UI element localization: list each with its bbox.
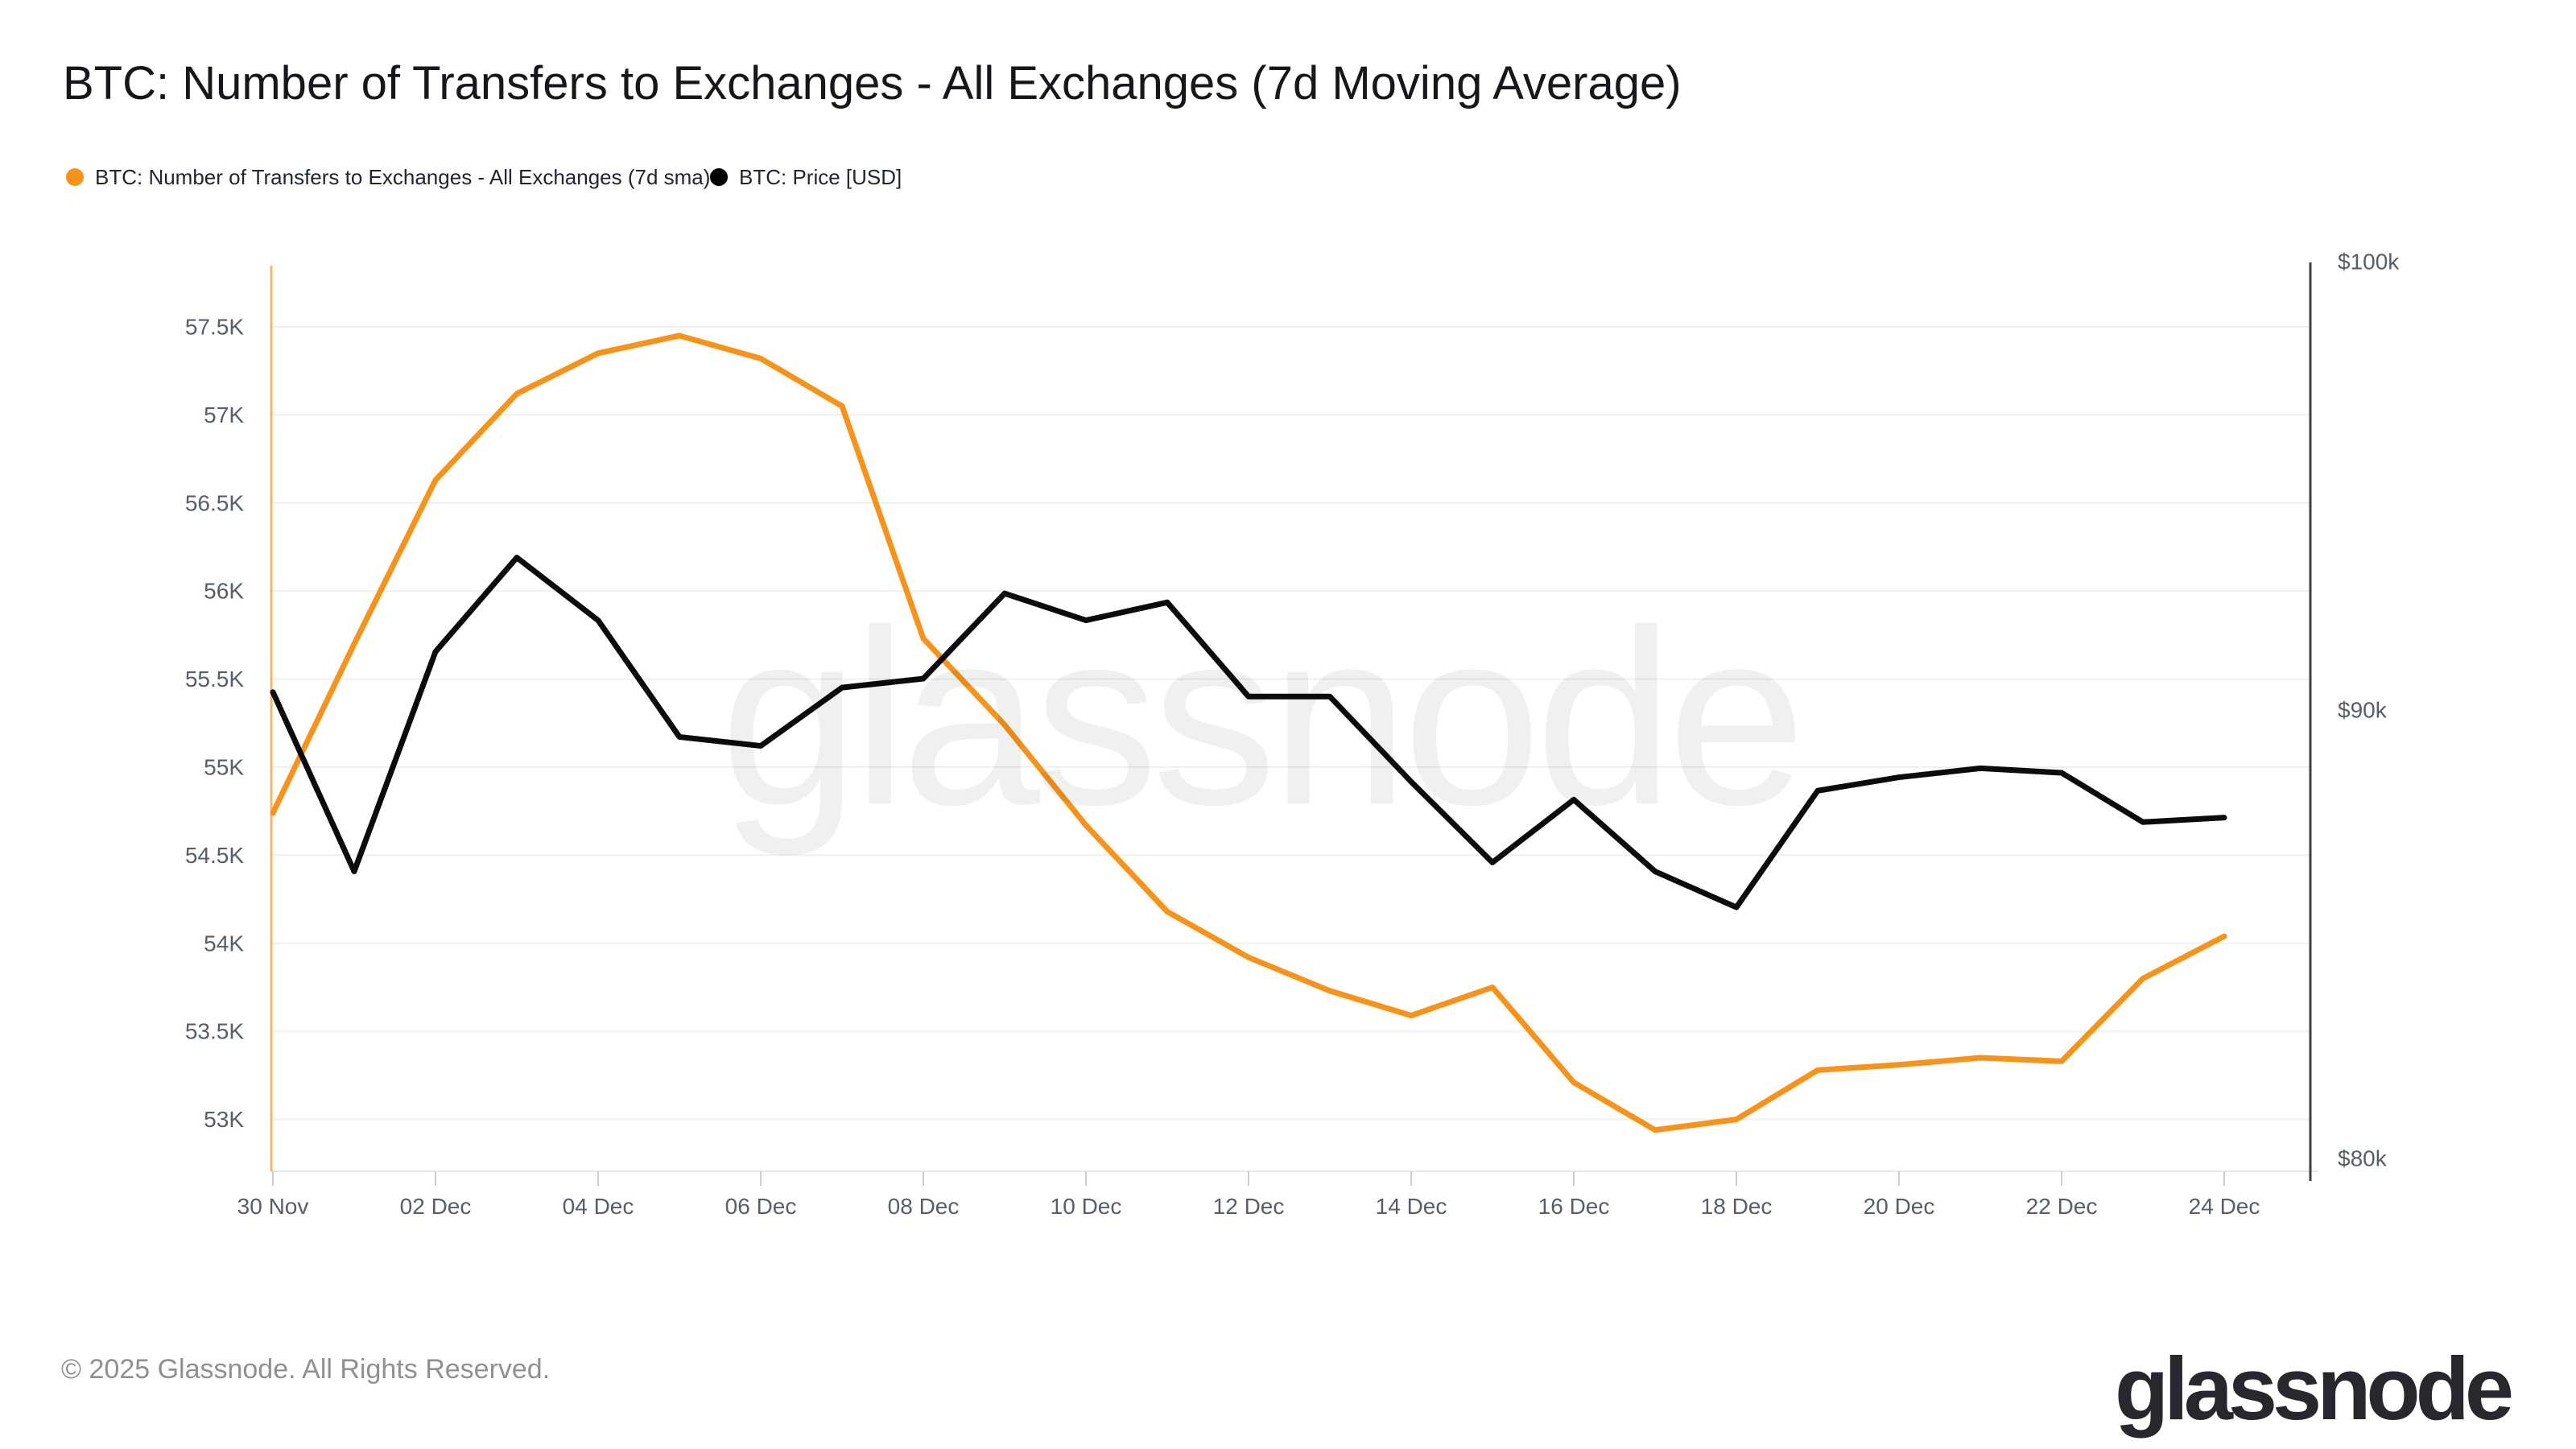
x-axis-tick-label: 20 Dec <box>1864 1194 1935 1219</box>
legend-item-price[interactable]: BTC: Price [USD] <box>710 159 902 195</box>
x-axis-tick-label: 02 Dec <box>400 1194 472 1219</box>
y-axis-left-tick-label: 57.5K <box>185 315 244 340</box>
y-axis-left-tick-label: 56.5K <box>185 490 244 515</box>
x-axis-tick-label: 24 Dec <box>2189 1194 2260 1219</box>
y-axis-left-tick-label: 53.5K <box>185 1019 244 1044</box>
x-axis-tick-label: 14 Dec <box>1376 1194 1447 1219</box>
y-axis-left-tick-label: 53K <box>204 1107 244 1132</box>
y-axis-right-tick-label: $80k <box>2338 1146 2388 1171</box>
glassnode-logo: glassnode <box>2114 1340 2514 1439</box>
legend-item-transfers[interactable]: BTC: Number of Transfers to Exchanges - … <box>66 159 710 195</box>
y-axis-right-tick-label: $90k <box>2338 698 2388 723</box>
y-axis-left-tick-label: 57K <box>204 402 244 427</box>
chart-legend: BTC: Number of Transfers to Exchanges - … <box>0 159 2576 195</box>
y-axis-right-tick-label: $100k <box>2338 250 2400 275</box>
y-axis-left-tick-label: 54.5K <box>185 843 244 868</box>
x-axis-tick-label: 12 Dec <box>1213 1194 1285 1219</box>
x-axis-tick-label: 06 Dec <box>725 1194 797 1219</box>
x-axis-tick-label: 30 Nov <box>237 1194 309 1219</box>
x-axis-tick-label: 16 Dec <box>1538 1194 1610 1219</box>
page-title: BTC: Number of Transfers to Exchanges - … <box>63 57 1682 109</box>
y-axis-left-tick-label: 55.5K <box>185 667 244 691</box>
legend-dot-black-icon <box>710 168 728 186</box>
legend-label-price: BTC: Price [USD] <box>739 164 902 189</box>
transfers-line[interactable] <box>270 332 2227 1133</box>
x-axis-tick-label: 08 Dec <box>888 1194 960 1219</box>
x-axis-tick-label: 22 Dec <box>2026 1194 2098 1219</box>
price-line[interactable] <box>270 555 2227 910</box>
y-axis-left-tick-label: 55K <box>204 755 244 780</box>
x-axis-tick-label: 04 Dec <box>563 1194 634 1219</box>
x-axis-tick-label: 18 Dec <box>1701 1194 1773 1219</box>
legend-label-transfers: BTC: Number of Transfers to Exchanges - … <box>95 164 711 189</box>
y-axis-left-tick-label: 54K <box>204 931 244 956</box>
copyright-text: © 2025 Glassnode. All Rights Reserved. <box>61 1354 551 1385</box>
x-axis-tick-label: 10 Dec <box>1051 1194 1122 1219</box>
legend-dot-orange-icon <box>66 168 84 186</box>
y-axis-left-tick-label: 56K <box>204 579 244 604</box>
